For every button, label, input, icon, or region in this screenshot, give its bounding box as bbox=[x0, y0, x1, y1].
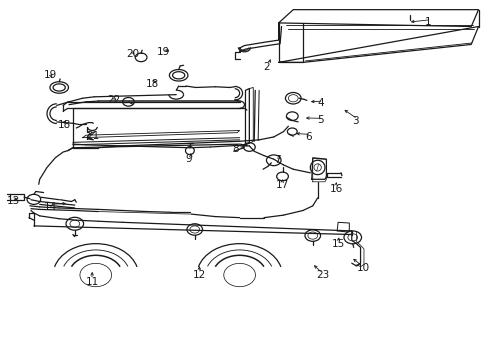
Text: 17: 17 bbox=[276, 180, 289, 190]
Text: 15: 15 bbox=[331, 239, 345, 249]
Text: 12: 12 bbox=[193, 270, 206, 280]
Text: 19: 19 bbox=[43, 69, 57, 80]
Text: 14: 14 bbox=[43, 202, 57, 212]
Text: 3: 3 bbox=[351, 116, 358, 126]
Text: 4: 4 bbox=[317, 98, 324, 108]
Text: 9: 9 bbox=[184, 154, 191, 164]
Text: 8: 8 bbox=[232, 144, 239, 154]
Text: 16: 16 bbox=[329, 184, 343, 194]
Text: 23: 23 bbox=[316, 270, 329, 280]
Text: 1: 1 bbox=[424, 17, 430, 27]
Text: 11: 11 bbox=[86, 277, 99, 287]
Text: 18: 18 bbox=[146, 79, 159, 89]
Text: 18: 18 bbox=[58, 120, 71, 130]
Text: 6: 6 bbox=[305, 132, 311, 141]
Text: 13: 13 bbox=[6, 196, 20, 206]
Text: 22: 22 bbox=[107, 95, 120, 105]
Text: 5: 5 bbox=[317, 116, 324, 125]
Text: 2: 2 bbox=[263, 62, 269, 72]
Text: 10: 10 bbox=[356, 263, 369, 273]
Text: 21: 21 bbox=[86, 131, 99, 140]
Text: 7: 7 bbox=[273, 155, 280, 165]
Text: 20: 20 bbox=[126, 49, 140, 59]
Text: 19: 19 bbox=[157, 46, 170, 57]
